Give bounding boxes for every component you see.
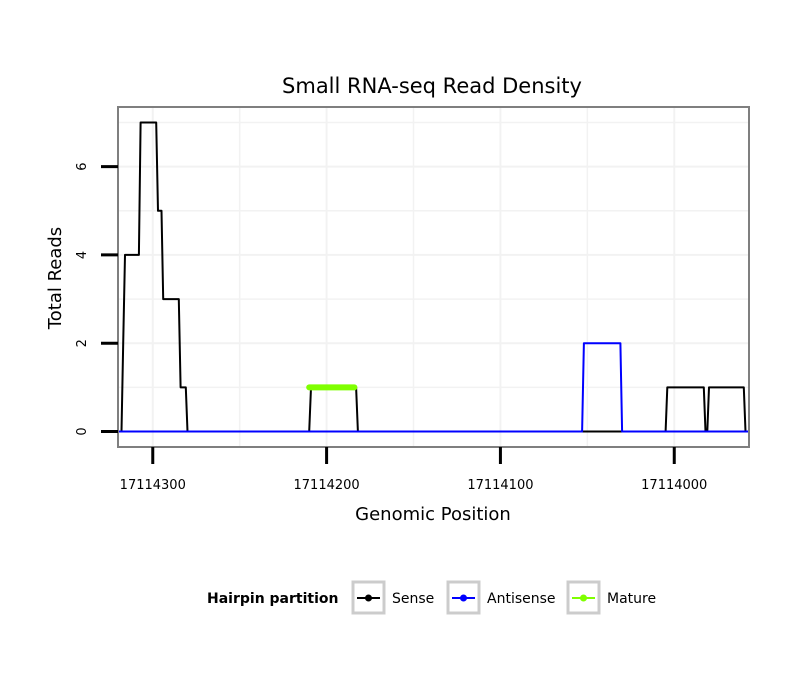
legend: Hairpin partition Sense Antisense Mature (207, 580, 656, 615)
legend-label-sense: Sense (392, 591, 434, 607)
legend-item-antisense: Antisense (446, 580, 556, 615)
x-axis: 17114300 17114200 17114100 17114000 (120, 447, 707, 493)
legend-item-sense: Sense (351, 580, 434, 615)
y-tick-label: 4 (75, 251, 90, 259)
chart-title: Small RNA-seq Read Density (282, 74, 582, 98)
legend-dot-antisense (460, 594, 467, 602)
grid (118, 107, 749, 447)
series-line-antisense (118, 342, 749, 433)
legend-dot-sense (365, 594, 372, 602)
y-axis-title: Total Reads (45, 227, 66, 330)
panel-border (117, 106, 750, 448)
x-tick-label: 17114000 (641, 478, 707, 493)
legend-dot-mature (580, 594, 587, 602)
legend-label-mature: Mature (607, 591, 656, 607)
x-tick-label: 17114300 (120, 478, 186, 493)
x-axis-title: Genomic Position (355, 504, 511, 525)
y-tick-label: 6 (75, 162, 90, 170)
legend-item-mature: Mature (566, 580, 656, 615)
series-lines (118, 121, 749, 433)
y-tick-label: 2 (75, 339, 90, 347)
legend-title: Hairpin partition (207, 591, 338, 607)
y-axis: 0 2 4 6 (75, 162, 118, 436)
y-tick-label: 0 (75, 427, 90, 435)
x-tick-label: 17114100 (467, 478, 533, 493)
x-tick-label: 17114200 (294, 478, 360, 493)
panel-background (118, 107, 749, 447)
legend-label-antisense: Antisense (487, 591, 556, 607)
